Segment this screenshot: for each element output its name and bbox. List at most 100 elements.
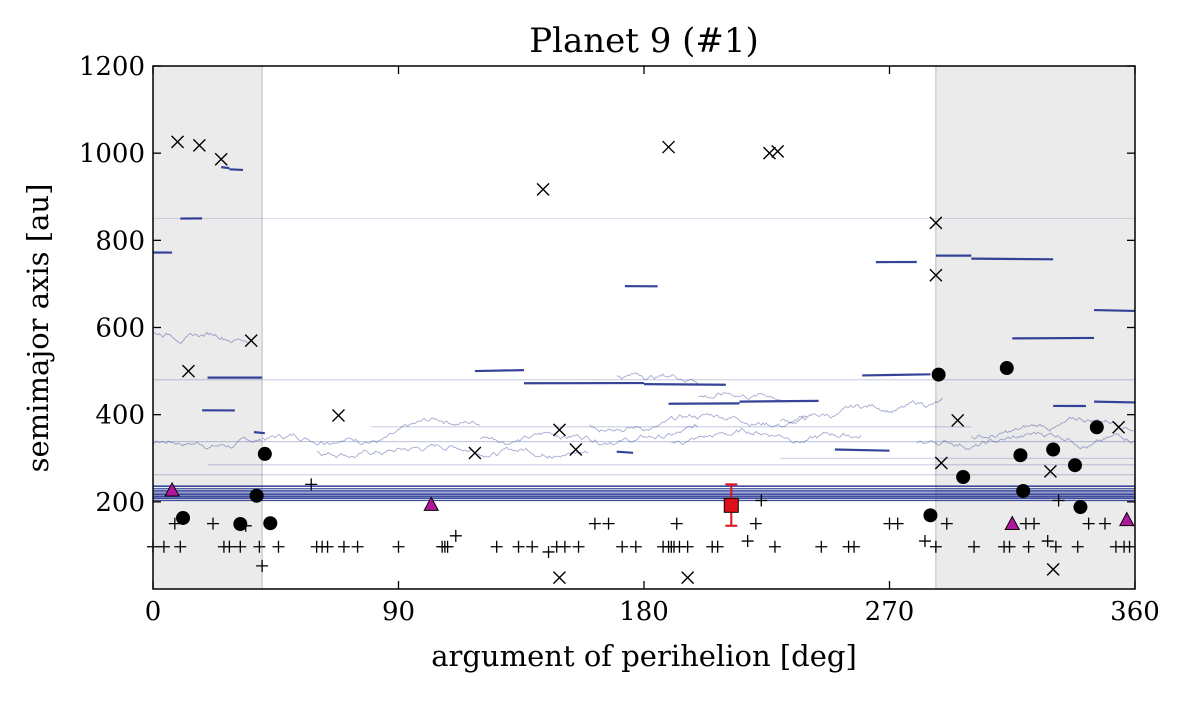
plus-marker-63 xyxy=(1052,494,1065,507)
circle-marker-2 xyxy=(249,488,264,503)
x-marker-10 xyxy=(552,571,566,585)
plus-marker-7 xyxy=(234,540,247,553)
plus-marker-51 xyxy=(891,517,904,530)
chart-title: Planet 9 (#1) xyxy=(529,21,759,61)
plus-marker-43 xyxy=(741,535,754,548)
circle-marker-3 xyxy=(257,446,272,461)
triangle-marker-0 xyxy=(164,481,180,497)
y-tick-label-4: 1000 xyxy=(79,139,145,169)
x-marker-7 xyxy=(536,182,550,196)
plus-marker-29 xyxy=(572,540,585,553)
plus-marker-52 xyxy=(918,535,931,548)
plus-marker-24 xyxy=(512,540,525,553)
y-tick-label-2: 600 xyxy=(95,314,145,344)
plus-marker-33 xyxy=(629,540,642,553)
trace-path xyxy=(780,397,943,424)
circle-marker-9 xyxy=(1013,448,1028,463)
x-marker-4 xyxy=(244,334,258,348)
plus-marker-69 xyxy=(1123,540,1136,553)
x-tick-label-3: 270 xyxy=(865,597,915,627)
x-tick-label-1: 90 xyxy=(382,597,415,627)
plus-marker-40 xyxy=(681,540,694,553)
plus-marker-28 xyxy=(558,540,571,553)
triangle-marker-3 xyxy=(1118,511,1135,527)
y-axis-label: semimajor axis [au] xyxy=(21,184,55,473)
circle-marker-7 xyxy=(956,469,971,484)
x-marker-19 xyxy=(1043,464,1057,478)
plus-marker-55 xyxy=(968,540,981,553)
shaded-region-1 xyxy=(935,66,1135,589)
plus-marker-31 xyxy=(602,517,615,530)
plus-marker-22 xyxy=(449,529,462,542)
trace-segment xyxy=(862,373,931,377)
trace-segment xyxy=(971,257,1054,261)
trace-path xyxy=(262,417,481,446)
circle-marker-12 xyxy=(1067,458,1082,473)
plus-marker-42 xyxy=(711,540,724,553)
plus-marker-2 xyxy=(168,517,181,530)
trace-path xyxy=(916,431,1135,451)
y-tick-label-0: 200 xyxy=(95,488,145,518)
trace-path xyxy=(616,372,699,385)
trace-segment xyxy=(616,450,634,454)
x-marker-11 xyxy=(662,140,676,154)
plus-marker-64 xyxy=(1071,540,1084,553)
x-marker-9 xyxy=(569,443,583,457)
plus-marker-11 xyxy=(272,540,285,553)
plus-marker-38 xyxy=(670,517,683,530)
plus-marker-3 xyxy=(174,540,187,553)
x-marker-21 xyxy=(1112,420,1126,434)
x-marker-15 xyxy=(929,216,943,230)
x-marker-14 xyxy=(771,144,785,158)
trace-path xyxy=(698,392,781,401)
y-tick-label-5: 1200 xyxy=(79,52,145,82)
trace-path xyxy=(589,413,808,433)
x-marker-18 xyxy=(951,413,965,427)
x-marker-13 xyxy=(762,146,776,160)
plus-marker-18 xyxy=(392,540,405,553)
trace-segment xyxy=(229,168,244,172)
x-marker-3 xyxy=(214,152,228,166)
shaded-regions xyxy=(153,66,1135,589)
square-marker-0 xyxy=(723,497,739,513)
trace-path xyxy=(971,416,1134,440)
trace-segment xyxy=(474,368,524,373)
plus-marker-16 xyxy=(337,540,350,553)
circle-marker-10 xyxy=(1016,483,1031,498)
triangle-marker-1 xyxy=(423,496,440,511)
plus-marker-17 xyxy=(351,540,364,553)
trace-segment xyxy=(1094,400,1136,404)
plus-marker-44 xyxy=(749,517,762,530)
plus-marker-60 xyxy=(1028,517,1041,530)
trace-segment xyxy=(834,448,890,452)
circle-marker-4 xyxy=(263,516,278,531)
plus-marker-46 xyxy=(768,540,781,553)
circle-marker-14 xyxy=(1089,420,1104,435)
plus-marker-47 xyxy=(815,540,828,553)
x-marker-5 xyxy=(331,409,345,423)
triangle-marker-2 xyxy=(1004,515,1021,530)
plus-marker-1 xyxy=(157,540,170,553)
plus-marker-66 xyxy=(1098,517,1111,530)
trace-path xyxy=(152,331,249,345)
trace-path xyxy=(316,443,589,459)
trace-segment xyxy=(739,399,819,403)
circle-marker-11 xyxy=(1046,442,1061,457)
plus-marker-6 xyxy=(223,540,236,553)
plus-marker-65 xyxy=(1082,517,1095,530)
plus-marker-32 xyxy=(616,540,629,553)
x-tick-label-0: 0 xyxy=(145,597,162,627)
plus-marker-57 xyxy=(1003,540,1016,553)
plus-marker-49 xyxy=(848,540,861,553)
plus-marker-12 xyxy=(305,478,318,491)
x-marker-20 xyxy=(1046,562,1060,576)
plus-marker-4 xyxy=(207,517,220,530)
plus-marker-62 xyxy=(1049,540,1062,553)
trace-path xyxy=(671,427,862,446)
x-marker-6 xyxy=(468,446,482,460)
trace-segment xyxy=(643,383,726,386)
plus-marker-59 xyxy=(1022,540,1035,553)
y-tick-label-1: 400 xyxy=(95,401,145,431)
x-marker-17 xyxy=(934,456,948,470)
